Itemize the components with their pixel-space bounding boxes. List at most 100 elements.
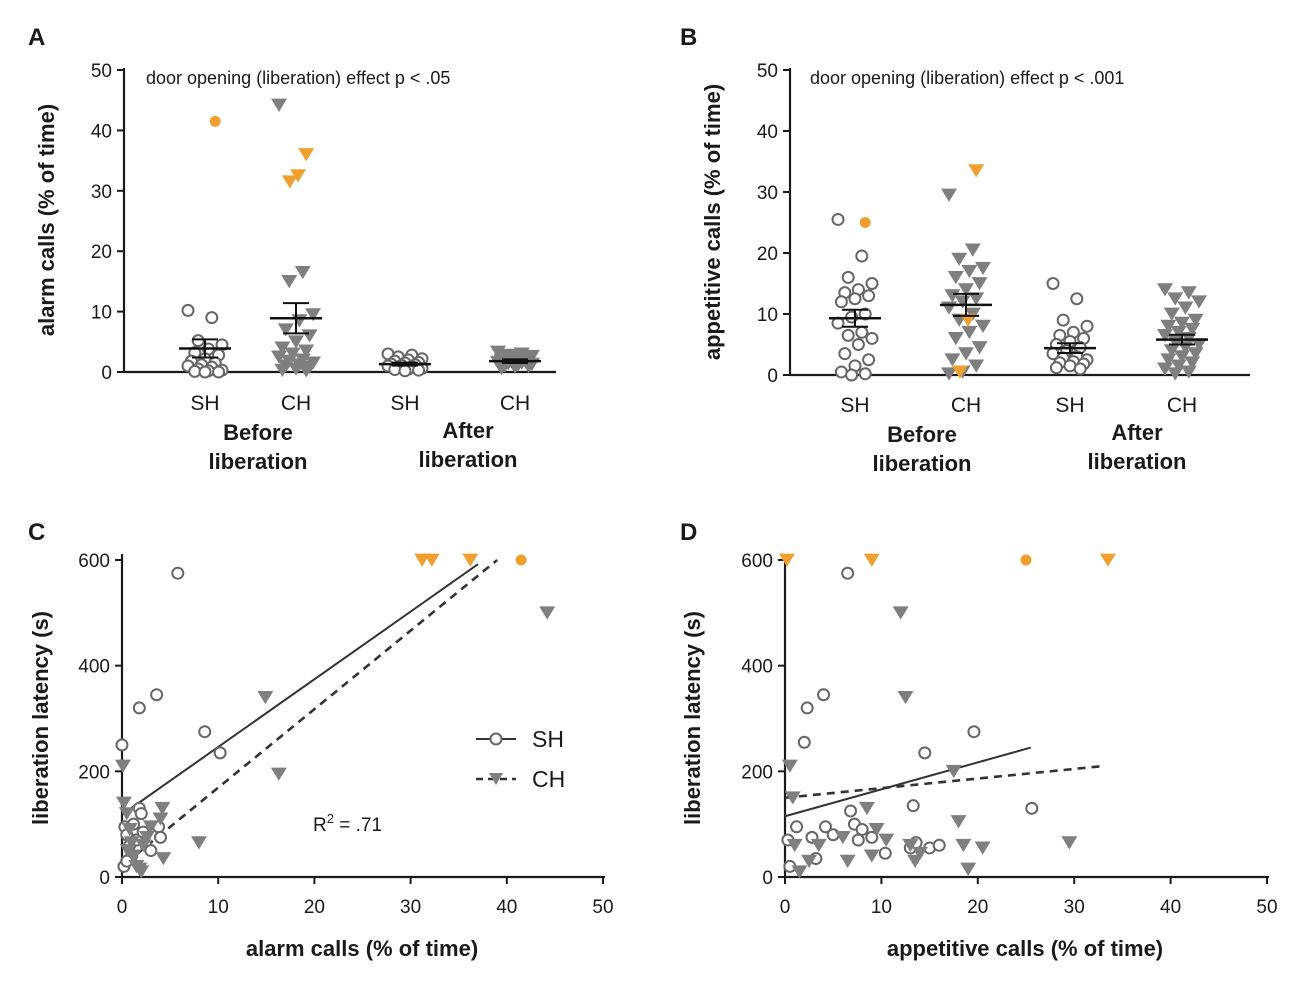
data-point-ch	[801, 854, 818, 868]
x-tick-label: 40	[1160, 897, 1181, 918]
data-point	[958, 283, 974, 297]
panel-c-ticks: 0 200 400 600 0 10 20 30 40 50	[78, 551, 613, 918]
data-point-sh	[841, 566, 855, 580]
data-point	[1157, 283, 1173, 297]
r2-superscript: 2	[327, 811, 334, 826]
data-point-ch	[121, 823, 138, 837]
data-point	[1180, 286, 1197, 300]
panel-c-legend: SH CH	[476, 726, 565, 792]
data-point-ch	[115, 796, 132, 810]
panel-c: C liberation latency (s) alarm calls (% …	[28, 519, 614, 961]
y-tick-label: 50	[757, 61, 778, 82]
panel-a-condition-before-line2: liberation	[208, 449, 307, 474]
data-point	[964, 243, 981, 257]
data-point	[274, 341, 291, 355]
data-point-highlight	[968, 164, 985, 178]
data-point-ch	[858, 801, 875, 816]
x-tick-label: 0	[780, 897, 791, 918]
data-point	[274, 363, 291, 377]
x-tick-label: 20	[304, 897, 325, 918]
data-point	[941, 301, 957, 315]
panel-b-condition-after-line2: liberation	[1087, 449, 1186, 474]
data-point-ch	[114, 759, 131, 773]
panel-b-condition-after-line1: After	[1111, 420, 1163, 445]
data-point	[1163, 307, 1180, 321]
data-point	[271, 98, 287, 112]
panel-a: A door opening (liberation) effect p < .…	[28, 24, 556, 474]
data-point-sh	[198, 725, 212, 739]
data-point	[838, 347, 852, 361]
data-point	[398, 364, 412, 378]
panel-d-letter: D	[680, 519, 697, 546]
data-point	[191, 334, 205, 348]
panel-b-condition-before-line2: liberation	[872, 451, 971, 476]
data-point-sh	[967, 725, 981, 739]
data-point-ch	[142, 820, 159, 834]
data-point-ch	[868, 823, 885, 837]
data-point-ch	[839, 854, 856, 868]
data-point-sh	[1025, 801, 1039, 815]
panel-b-y-axis-title: appetitive calls (% of time)	[700, 84, 725, 360]
data-point-highlight-ch	[462, 553, 479, 567]
data-point	[1184, 322, 1201, 337]
panel-a-condition-after-line2: liberation	[418, 447, 517, 472]
data-point	[831, 212, 845, 226]
data-point	[841, 328, 855, 342]
legend-sh-marker	[489, 732, 503, 746]
data-point-sh	[906, 799, 920, 813]
panel-b-group-label-ch-before: CH	[951, 394, 981, 417]
y-tick-label: 0	[101, 363, 112, 384]
data-point	[1191, 338, 1207, 352]
data-point-ch	[955, 838, 972, 853]
data-point	[198, 365, 212, 379]
y-tick-label: 50	[91, 61, 112, 82]
data-point-ch	[539, 606, 556, 620]
data-point-ch	[190, 836, 207, 850]
data-point-highlight	[281, 175, 298, 189]
data-point	[291, 314, 308, 328]
data-point	[975, 261, 991, 276]
data-point-ch	[270, 767, 287, 781]
data-point-ch	[892, 606, 909, 620]
data-point	[1157, 362, 1173, 376]
data-point-highlight-sh	[1020, 554, 1032, 566]
data-point-sh	[800, 701, 814, 715]
panel-b-annotation: door opening (liberation) effect p < .00…	[810, 68, 1124, 88]
data-point-highlight-ch	[778, 553, 795, 567]
data-point	[298, 344, 315, 358]
data-point-sh	[826, 828, 840, 842]
fit-line-sh	[784, 746, 1032, 818]
data-point-ch	[960, 862, 977, 876]
data-point-sh	[797, 735, 811, 749]
y-tick-label: 400	[741, 657, 773, 678]
data-point	[1056, 313, 1070, 327]
data-point	[951, 252, 968, 266]
data-point-ch	[784, 791, 801, 805]
panel-d-x-axis-title: appetitive calls (% of time)	[887, 936, 1163, 961]
data-point-sh	[213, 746, 227, 760]
y-tick-label: 30	[757, 183, 778, 204]
data-point	[941, 367, 957, 381]
panel-a-y-ticks: 0 10 20 30 40 50	[91, 61, 124, 384]
y-tick-label: 600	[741, 551, 773, 572]
data-point	[1080, 319, 1094, 333]
data-point	[954, 295, 971, 309]
y-tick-label: 40	[91, 121, 112, 142]
y-tick-label: 20	[757, 244, 778, 265]
data-point	[971, 341, 988, 355]
data-point-ch	[257, 690, 274, 705]
panel-a-group-label-ch-after: CH	[500, 392, 530, 415]
x-tick-label: 20	[967, 897, 988, 918]
y-tick-label: 40	[757, 122, 778, 143]
data-point-ch	[139, 830, 156, 845]
panel-b-group-label-ch-after: CH	[1167, 394, 1197, 417]
data-point-highlight-ch	[1099, 553, 1116, 567]
data-point	[944, 289, 961, 303]
data-point-ch	[1061, 836, 1078, 850]
data-point	[971, 277, 988, 291]
data-point-highlight-ch	[863, 553, 880, 567]
data-point-ch	[119, 844, 136, 858]
data-point	[947, 332, 964, 346]
data-point-sh	[144, 844, 158, 858]
x-tick-label: 30	[1064, 897, 1085, 918]
